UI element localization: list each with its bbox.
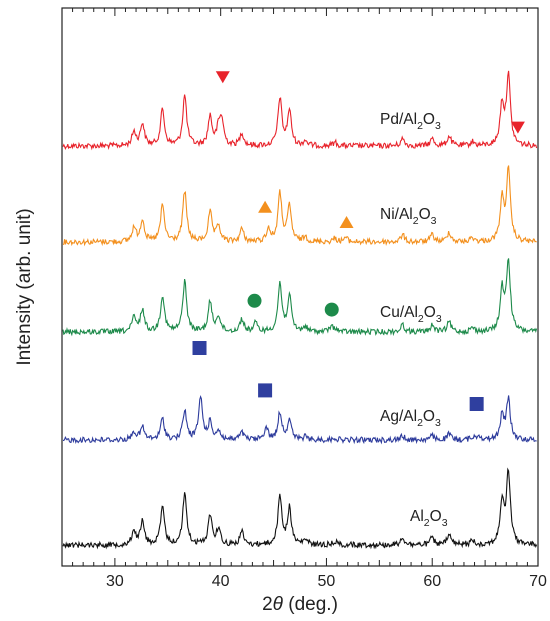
phase-marker-2-0 <box>247 293 262 308</box>
x-tick-label: 40 <box>212 573 230 590</box>
series-line-2 <box>62 258 538 337</box>
series-label-1: Ni/Al2O3 <box>380 206 437 227</box>
series-line-1 <box>62 165 537 247</box>
phase-marker-3-1 <box>258 383 273 398</box>
x-tick-label: 50 <box>318 573 336 590</box>
series-line-4 <box>62 467 538 550</box>
phase-marker-1-0 <box>258 200 273 213</box>
tick-layer: 30 40 50 60 70 <box>61 8 547 590</box>
phase-marker-1-1 <box>339 216 354 228</box>
phase-marker-3-2 <box>469 397 484 411</box>
plot-frame <box>61 7 539 567</box>
x-axis-title: 2θ (deg.) <box>262 594 338 615</box>
series-label-2: Cu/Al2O3 <box>380 304 442 325</box>
series-label-0: Pd/Al2O3 <box>380 111 441 132</box>
series-label-3: Ag/Al2O3 <box>380 408 441 429</box>
label-layer: Pd/Al2O3 Ni/Al2O3 Cu/Al2O3 Ag/Al2O3 Al2O3 <box>380 111 448 529</box>
phase-marker-3-0 <box>192 341 207 355</box>
y-axis-title: Intensity (arb. unit) <box>14 208 35 365</box>
phase-marker-0-1 <box>510 121 525 134</box>
phase-marker-2-1 <box>324 302 339 317</box>
series-label-4: Al2O3 <box>410 508 448 529</box>
series-line-3 <box>63 394 537 445</box>
marker-layer <box>192 71 525 411</box>
phase-marker-0-0 <box>215 71 230 84</box>
x-tick-label: 70 <box>529 573 547 590</box>
x-tick-label: 60 <box>423 573 441 590</box>
series-line-0 <box>62 70 538 151</box>
series-layer <box>62 70 538 550</box>
x-tick-label: 30 <box>106 573 124 590</box>
